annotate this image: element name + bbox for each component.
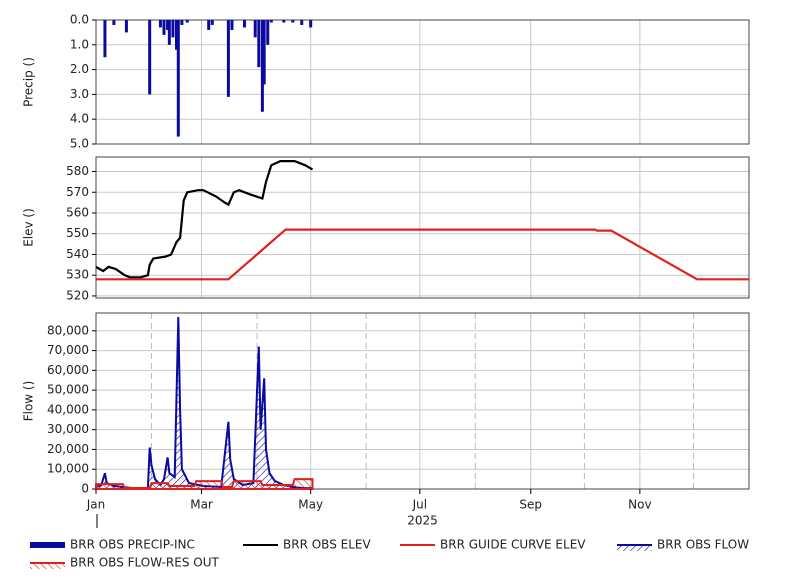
y-tick-label: 10,000 [47, 462, 89, 476]
legend-label: BRR OBS PRECIP-INC [70, 538, 195, 552]
bar [124, 20, 128, 33]
y-tick-label: 4.0 [70, 112, 89, 126]
y-tick-label: 0 [81, 482, 89, 496]
bar [167, 20, 171, 45]
bar [282, 20, 286, 23]
y-tick-label: 20,000 [47, 442, 89, 456]
line [95, 160, 314, 279]
bar [185, 20, 189, 23]
y-tick-label: 2.0 [70, 62, 89, 76]
bar [262, 20, 266, 85]
bar [242, 20, 246, 28]
legend-label: BRR GUIDE CURVE ELEV [440, 538, 586, 552]
x-tick-label: Nov [628, 498, 651, 512]
y-tick-label: 5.0 [70, 137, 89, 151]
y-axis-label: Elev () [22, 208, 36, 247]
x-tick-label: Mar [190, 498, 213, 512]
y-tick-label: 40,000 [47, 402, 89, 416]
bar [226, 20, 230, 97]
bar [166, 20, 170, 30]
legend-label: BRR OBS FLOW-RES OUT [70, 556, 220, 570]
x-tick-label: Jul [412, 498, 427, 512]
x-axis-label: 2025 [407, 514, 438, 528]
bar [180, 20, 184, 25]
bar [253, 20, 257, 38]
plot-frame [95, 156, 750, 299]
bar [148, 20, 152, 95]
y-tick-label: 80,000 [47, 323, 89, 337]
plot-frame [95, 312, 750, 490]
y-tick-label: 530 [66, 268, 89, 282]
line [96, 228, 749, 281]
plot-frame [95, 19, 750, 145]
bar [112, 20, 116, 25]
y-tick-label: 30,000 [47, 422, 89, 436]
y-axis-label: Flow () [22, 381, 36, 422]
y-tick-label: 570 [66, 185, 89, 199]
bar [269, 20, 273, 23]
bar [230, 20, 234, 30]
bar [210, 20, 214, 25]
bar [291, 20, 295, 23]
x-tick-label: Jan [86, 498, 106, 512]
bar [257, 20, 261, 68]
bar [158, 20, 162, 28]
legend-label: BRR OBS ELEV [283, 538, 371, 552]
x-tick-label: Sep [519, 498, 542, 512]
y-tick-label: 70,000 [47, 343, 89, 357]
bar [162, 20, 166, 35]
y-tick-label: 550 [66, 226, 89, 240]
bar [260, 20, 264, 112]
bar [171, 20, 175, 38]
y-tick-label: 560 [66, 205, 89, 219]
bar [103, 20, 107, 58]
area-line [95, 478, 314, 490]
y-axis-label: Precip () [22, 57, 36, 107]
y-tick-label: 3.0 [70, 87, 89, 101]
bar [266, 20, 270, 45]
x-tick-label: May [298, 498, 323, 512]
bar [176, 20, 180, 137]
legend-swatch [30, 563, 65, 569]
y-tick-label: 520 [66, 288, 89, 302]
legend-swatch [30, 542, 65, 548]
y-tick-label: 540 [66, 247, 89, 261]
y-tick-label: 580 [66, 164, 89, 178]
y-tick-label: 60,000 [47, 363, 89, 377]
legend-swatch [617, 545, 652, 551]
bar [207, 20, 211, 30]
legend-label: BRR OBS FLOW [657, 538, 749, 552]
bar [300, 20, 304, 25]
y-tick-label: 50,000 [47, 383, 89, 397]
y-tick-label: 1.0 [70, 37, 89, 51]
bar [175, 20, 179, 50]
bar [309, 20, 313, 28]
y-tick-label: 0.0 [70, 13, 89, 27]
